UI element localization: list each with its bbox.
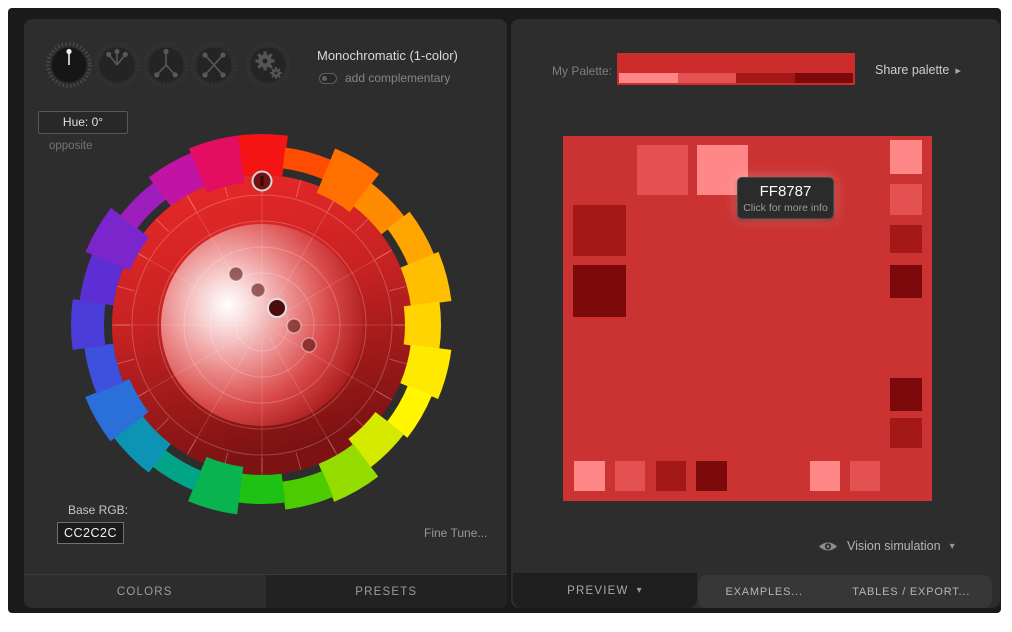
hue-ring-segment[interactable] — [387, 211, 435, 266]
hue-ring-segment[interactable] — [386, 385, 432, 438]
app-background: Monochromatic (1-color) add complementar… — [8, 8, 1001, 613]
hue-ring-segment[interactable] — [348, 412, 405, 468]
preview-color-square — [615, 461, 645, 491]
add-complementary-label: add complementary — [345, 71, 451, 85]
hue-ring-segment[interactable] — [119, 182, 167, 229]
palette-shade-swatch — [794, 73, 853, 83]
preview-color-square — [696, 461, 727, 491]
preview-color-square — [890, 378, 922, 411]
caret-down-icon: ▾ — [949, 540, 955, 552]
preview-color-square — [637, 145, 688, 195]
preview-color-square — [890, 140, 922, 174]
preview-color-square — [574, 461, 605, 491]
toggle-dot-icon — [322, 75, 327, 81]
shade-marker[interactable] — [228, 266, 244, 282]
hue-ring-segment[interactable] — [188, 135, 245, 193]
tab-examples[interactable]: EXAMPLES... — [725, 585, 803, 598]
preview-color-square — [890, 265, 922, 298]
add-complementary-toggle[interactable] — [319, 72, 337, 84]
hue-ring-segment[interactable] — [282, 147, 332, 180]
eye-icon — [819, 542, 837, 550]
shade-marker-selected[interactable] — [267, 298, 287, 318]
hue-ring-segment[interactable] — [152, 449, 202, 491]
vision-simulation-label: Vision simulation — [847, 539, 941, 553]
scheme-knob-freestyle[interactable] — [244, 41, 292, 89]
preview-color-square — [656, 461, 686, 491]
left-panel-tabs: COLORS PRESETS — [24, 574, 507, 608]
hue-ring-segment[interactable] — [113, 415, 171, 473]
hue-ring-segment[interactable] — [237, 134, 288, 177]
tab-tables-export[interactable]: TABLES / EXPORT... — [852, 585, 971, 598]
scheme-knob-adjacent[interactable] — [93, 41, 141, 89]
preview-color-square — [573, 205, 626, 256]
color-tooltip[interactable]: FF8787 Click for more info — [737, 177, 834, 219]
hue-ring-segment[interactable] — [71, 299, 106, 350]
hue-ring-segment[interactable] — [353, 182, 405, 235]
color-wheel[interactable] — [70, 133, 454, 517]
brightness-sphere[interactable] — [161, 224, 363, 426]
hue-ring-segment[interactable] — [187, 456, 244, 515]
hue-ring-segment[interactable] — [148, 152, 206, 206]
scheme-knob-tetrad[interactable] — [190, 41, 238, 89]
preview-color-square — [890, 184, 922, 215]
hue-ring-segment[interactable] — [79, 253, 124, 306]
arrow-right-icon: ▸ — [955, 65, 961, 77]
hue-ring-segment[interactable] — [85, 207, 150, 271]
base-rgb-input[interactable] — [57, 522, 124, 544]
preview-panel: My Palette: Share palette ▸ FF8787 Click … — [511, 19, 1000, 608]
preview-color-square — [573, 265, 626, 317]
hue-ring-segment[interactable] — [400, 251, 452, 307]
hue-ring-segment[interactable] — [403, 301, 441, 350]
hue-value-button[interactable]: Hue: 0° — [38, 111, 128, 134]
palette-shade-swatch — [677, 73, 736, 83]
preview-color-square — [810, 461, 840, 491]
scheme-title: Monochromatic (1-color) — [317, 48, 458, 63]
share-palette-link[interactable]: Share palette ▸ — [875, 63, 961, 77]
tab-colors[interactable]: COLORS — [116, 585, 173, 598]
opposite-link[interactable]: opposite — [49, 140, 93, 152]
tab-preview[interactable]: PREVIEW ▾ — [513, 573, 697, 608]
hue-ring-segment[interactable] — [400, 344, 452, 400]
hue-ring-segment[interactable] — [85, 379, 149, 442]
vision-simulation-dropdown[interactable]: Vision simulation ▾ — [818, 539, 955, 553]
preview-color-square — [890, 225, 922, 253]
palette-preview-canvas: FF8787 Click for more info — [563, 136, 932, 501]
tab-presets[interactable]: PRESETS — [265, 575, 507, 608]
palette-shade-row — [619, 73, 853, 83]
hue-ring-segment[interactable] — [318, 444, 379, 502]
fine-tune-link[interactable]: Fine Tune... — [424, 526, 488, 540]
shade-marker[interactable] — [250, 282, 266, 298]
palette-shade-swatch — [736, 73, 795, 83]
tooltip-hex-value: FF8787 — [759, 183, 812, 200]
tooltip-subtitle: Click for more info — [743, 202, 828, 214]
palette-shade-swatch — [619, 73, 678, 83]
color-wheel-panel: Monochromatic (1-color) add complementar… — [24, 19, 507, 608]
hue-ring-segment[interactable] — [84, 343, 124, 394]
preview-color-square — [890, 418, 922, 448]
shade-marker[interactable] — [286, 318, 302, 334]
add-complementary-row: add complementary — [319, 71, 450, 85]
my-palette-label: My Palette: — [552, 64, 613, 78]
hue-ring-segment[interactable] — [237, 473, 286, 504]
base-rgb-label: Base RGB: — [68, 503, 129, 517]
shade-marker[interactable] — [301, 337, 317, 353]
hue-ring-segment[interactable] — [281, 470, 334, 510]
right-panel-tabs: EXAMPLES... TABLES / EXPORT... — [698, 575, 992, 608]
scheme-knob-monochromatic[interactable] — [45, 41, 93, 89]
hue-ring-segment[interactable] — [316, 148, 380, 213]
palette-strip[interactable] — [617, 53, 855, 85]
scheme-knob-triad[interactable] — [142, 41, 190, 89]
preview-color-square — [850, 461, 880, 491]
caret-down-icon: ▾ — [636, 585, 643, 596]
